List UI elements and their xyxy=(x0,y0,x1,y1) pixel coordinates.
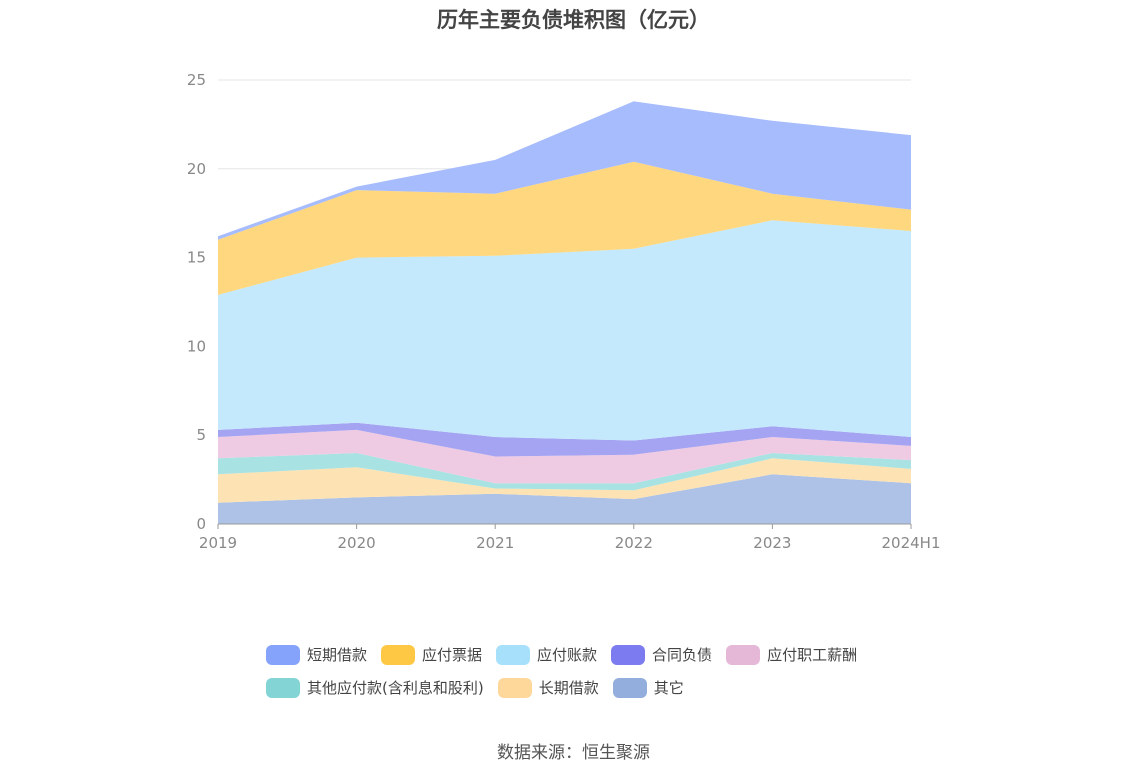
legend-item[interactable]: 应付账款 xyxy=(496,644,597,665)
legend-swatch xyxy=(726,644,761,665)
legend-label: 应付票据 xyxy=(422,646,483,664)
legend-label: 其他应付款(含利息和股利) xyxy=(307,679,484,697)
legend-swatch xyxy=(266,644,300,665)
area-series xyxy=(218,101,911,524)
legend-item[interactable]: 其他应付款(含利息和股利) xyxy=(266,677,484,698)
stacked-area-chart: 0 5 10 15 20 25 2019 2020 2021 2022 2023 2024H1 xyxy=(187,71,941,552)
y-tick-label: 5 xyxy=(196,426,206,444)
area-应付票据[interactable] xyxy=(218,161,911,295)
axes: 0 5 10 15 20 25 2019 2020 2021 2022 2023 2024H1 xyxy=(187,71,941,552)
area-应付职工薪酬[interactable] xyxy=(218,429,911,484)
y-tick-label: 25 xyxy=(187,71,206,89)
y-tick-label: 20 xyxy=(187,160,206,178)
legend-row: 短期借款 应付票据 应付账款 合同负债 应付职工薪酬 xyxy=(266,638,906,671)
legend-label: 合同负债 xyxy=(652,646,713,664)
legend-swatch xyxy=(266,677,300,698)
legend-label: 短期借款 xyxy=(307,646,368,664)
x-tick-label: 2020 xyxy=(338,534,376,552)
legend-item[interactable]: 其它 xyxy=(612,677,684,698)
area-应付账款[interactable] xyxy=(218,220,911,441)
y-tick-label: 0 xyxy=(196,515,206,533)
legend-item[interactable]: 应付职工薪酬 xyxy=(726,644,857,665)
chart-title: 历年主要负债堆积图（亿元） xyxy=(437,8,710,32)
x-tick-label: 2024H1 xyxy=(882,534,941,552)
legend-label: 应付职工薪酬 xyxy=(767,646,858,664)
legend-item[interactable]: 短期借款 xyxy=(266,644,367,665)
area-短期借款[interactable] xyxy=(218,101,911,240)
x-tick-label: 2021 xyxy=(476,534,514,552)
legend-label: 长期借款 xyxy=(538,679,599,697)
area-合同负债[interactable] xyxy=(218,422,911,457)
legend: 短期借款 应付票据 应付账款 合同负债 应付职工薪酬 其他应付款(含利息和股利) 长期借款… xyxy=(266,638,906,704)
x-tick-label: 2023 xyxy=(753,534,791,552)
legend-swatch xyxy=(497,677,532,698)
legend-swatch xyxy=(612,677,647,698)
x-tick-label: 2022 xyxy=(615,534,653,552)
x-tick-label: 2019 xyxy=(199,534,237,552)
legend-swatch xyxy=(611,644,646,665)
legend-label: 其它 xyxy=(653,679,684,697)
data-source: 数据来源：恒生聚源 xyxy=(497,743,650,763)
y-tick-label: 10 xyxy=(187,337,206,355)
legend-item[interactable]: 应付票据 xyxy=(381,644,482,665)
legend-swatch xyxy=(381,644,416,665)
y-tick-label: 15 xyxy=(187,249,206,267)
area-长期借款[interactable] xyxy=(218,458,911,503)
legend-item[interactable]: 长期借款 xyxy=(497,677,599,698)
legend-swatch xyxy=(496,644,531,665)
area-其它[interactable] xyxy=(218,474,911,524)
legend-row: 其他应付款(含利息和股利) 长期借款 其它 xyxy=(266,671,906,704)
area-其他应付款(含利息和股利)[interactable] xyxy=(218,453,911,491)
legend-item[interactable]: 合同负债 xyxy=(611,644,712,665)
legend-label: 应付账款 xyxy=(537,646,598,664)
